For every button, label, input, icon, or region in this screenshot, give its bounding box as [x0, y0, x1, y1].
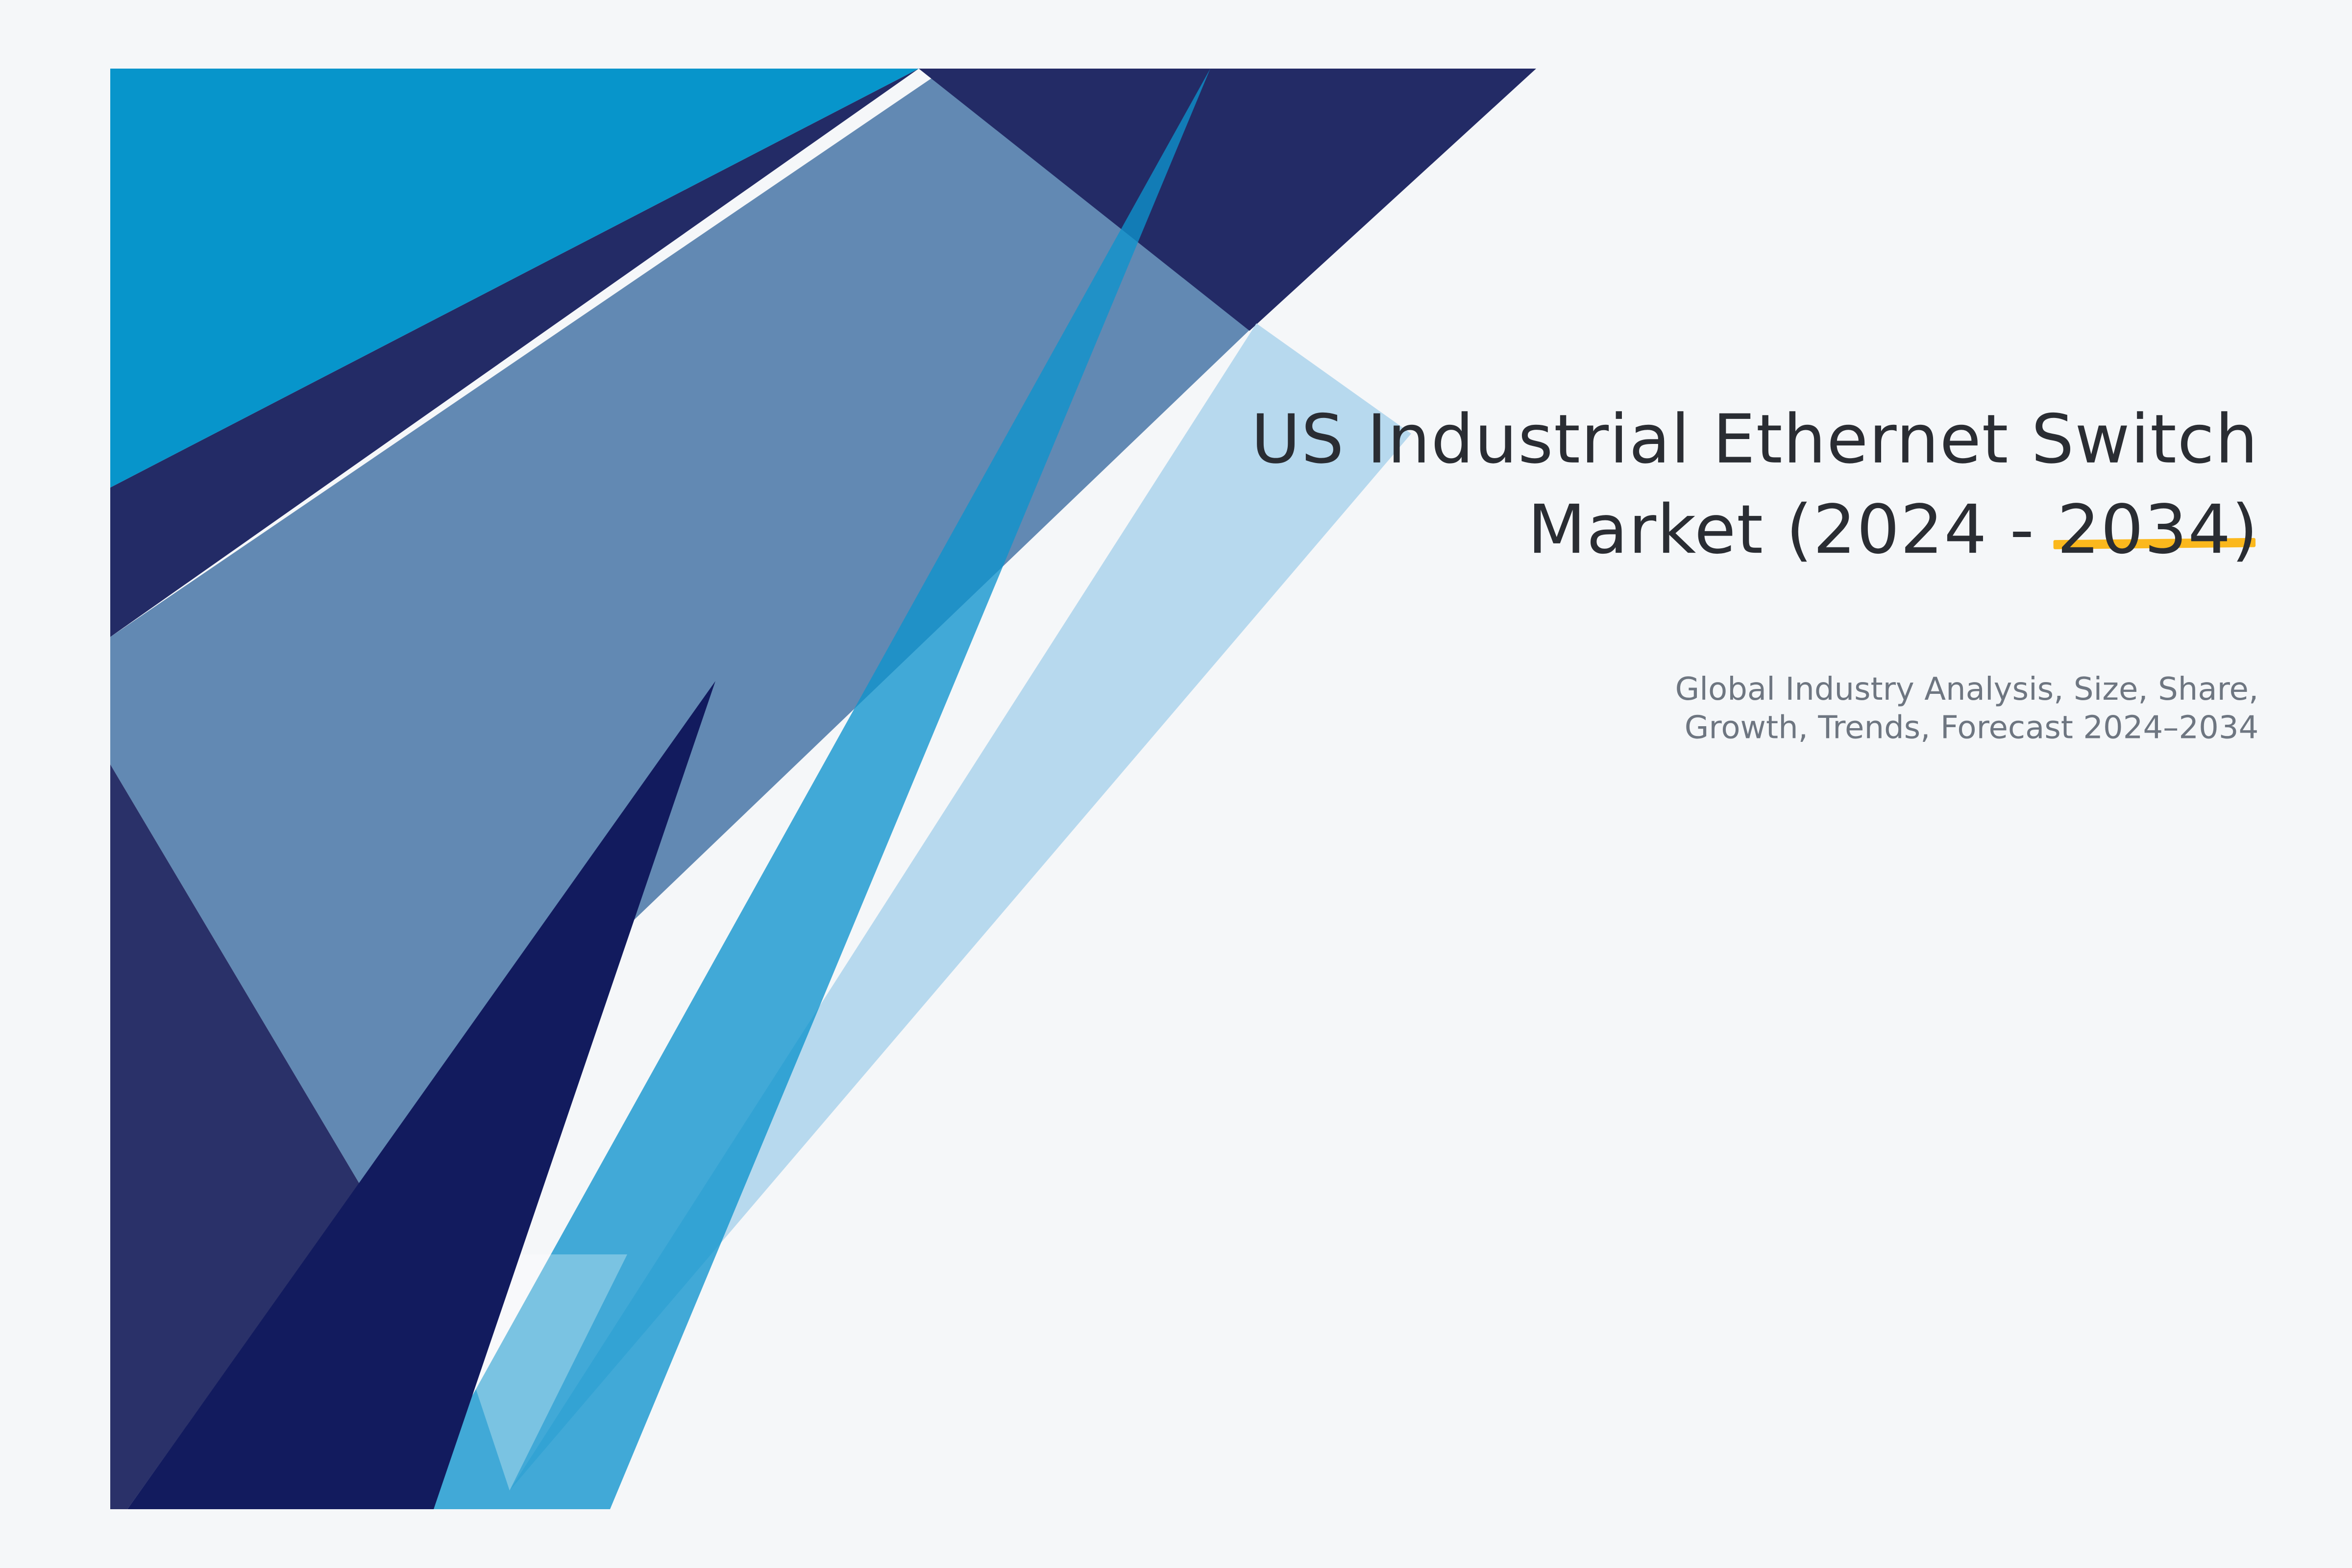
decor-cyan-triangle [110, 69, 919, 488]
decor-navy-stripe [110, 69, 919, 637]
subtitle-line-1: Global Industry Analysis, Size, Share, [1675, 670, 2259, 708]
title-line-2: Market (2024 - 2034) [1527, 491, 2259, 570]
decor-navy-left-column [110, 764, 360, 1509]
title-line-1: US Industrial Ethernet Switch [1251, 401, 2259, 480]
decor-navy-top-triangle [919, 69, 1536, 331]
page-subtitle: Global Industry Analysis, Size, Share, G… [1187, 671, 2259, 747]
decor-steel-blue-panel [110, 69, 1257, 1183]
page-title: US Industrial Ethernet Switch Market (20… [881, 395, 2259, 576]
subtitle-line-2: Growth, Trends, Forecast 2024–2034 [1684, 709, 2259, 746]
